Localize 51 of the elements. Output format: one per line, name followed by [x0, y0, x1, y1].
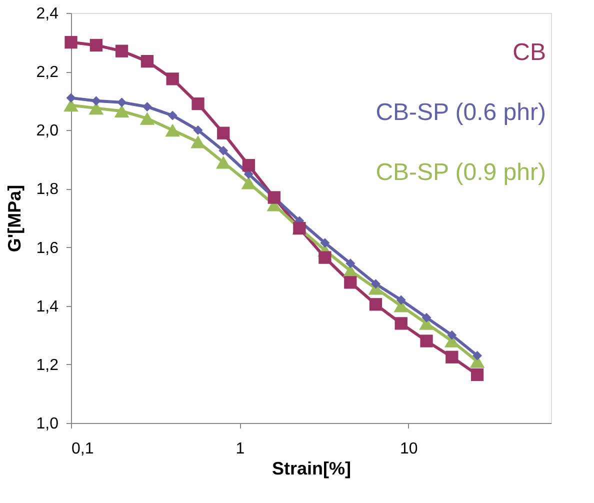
y-tick-label: 2,4 — [36, 6, 59, 22]
y-axis-title: G'[MPa] — [4, 184, 24, 252]
point — [394, 317, 408, 330]
point — [166, 72, 179, 86]
point — [346, 258, 356, 268]
point — [422, 312, 432, 322]
point — [446, 350, 458, 364]
point — [472, 350, 482, 360]
point — [420, 334, 433, 348]
point — [218, 146, 228, 156]
point — [142, 102, 152, 112]
y-tick-label: 1,4 — [36, 298, 59, 316]
point — [117, 98, 127, 108]
point — [140, 112, 155, 125]
point — [90, 38, 102, 52]
point — [470, 368, 484, 382]
point — [369, 298, 382, 311]
text: CB — [512, 39, 546, 66]
text: CB-SP (0.6 phr) — [376, 99, 546, 126]
point — [241, 176, 256, 190]
point — [447, 330, 457, 340]
y-tick-label: 1,0 — [36, 416, 59, 432]
y-tick-label: 1,2 — [36, 356, 59, 374]
point — [192, 97, 204, 110]
y-tick-label: 2,0 — [36, 122, 59, 140]
point — [216, 156, 231, 169]
point — [91, 96, 101, 106]
point — [318, 251, 332, 264]
x-tick-label: 10 — [400, 440, 418, 458]
y-tick-label: 1,6 — [36, 240, 59, 257]
point — [217, 126, 230, 140]
x-axis-title: Strain[%] — [272, 458, 352, 478]
point — [320, 238, 330, 248]
point — [190, 135, 206, 148]
point — [165, 124, 180, 137]
y-tick-label: 1,8 — [36, 181, 59, 198]
point — [64, 36, 78, 49]
point — [114, 104, 130, 118]
point — [242, 158, 255, 172]
point — [193, 125, 203, 135]
point — [396, 295, 406, 305]
point — [344, 276, 357, 289]
point — [66, 93, 76, 103]
point — [115, 44, 128, 58]
y-tick-label: 2,2 — [36, 64, 59, 82]
text: CB-SP (0.9 phr) — [376, 159, 546, 186]
point — [370, 279, 380, 289]
x-tick-label: 0,1 — [72, 440, 94, 458]
x-tick-label: 1 — [236, 440, 245, 458]
point — [168, 110, 178, 120]
point — [140, 54, 154, 68]
